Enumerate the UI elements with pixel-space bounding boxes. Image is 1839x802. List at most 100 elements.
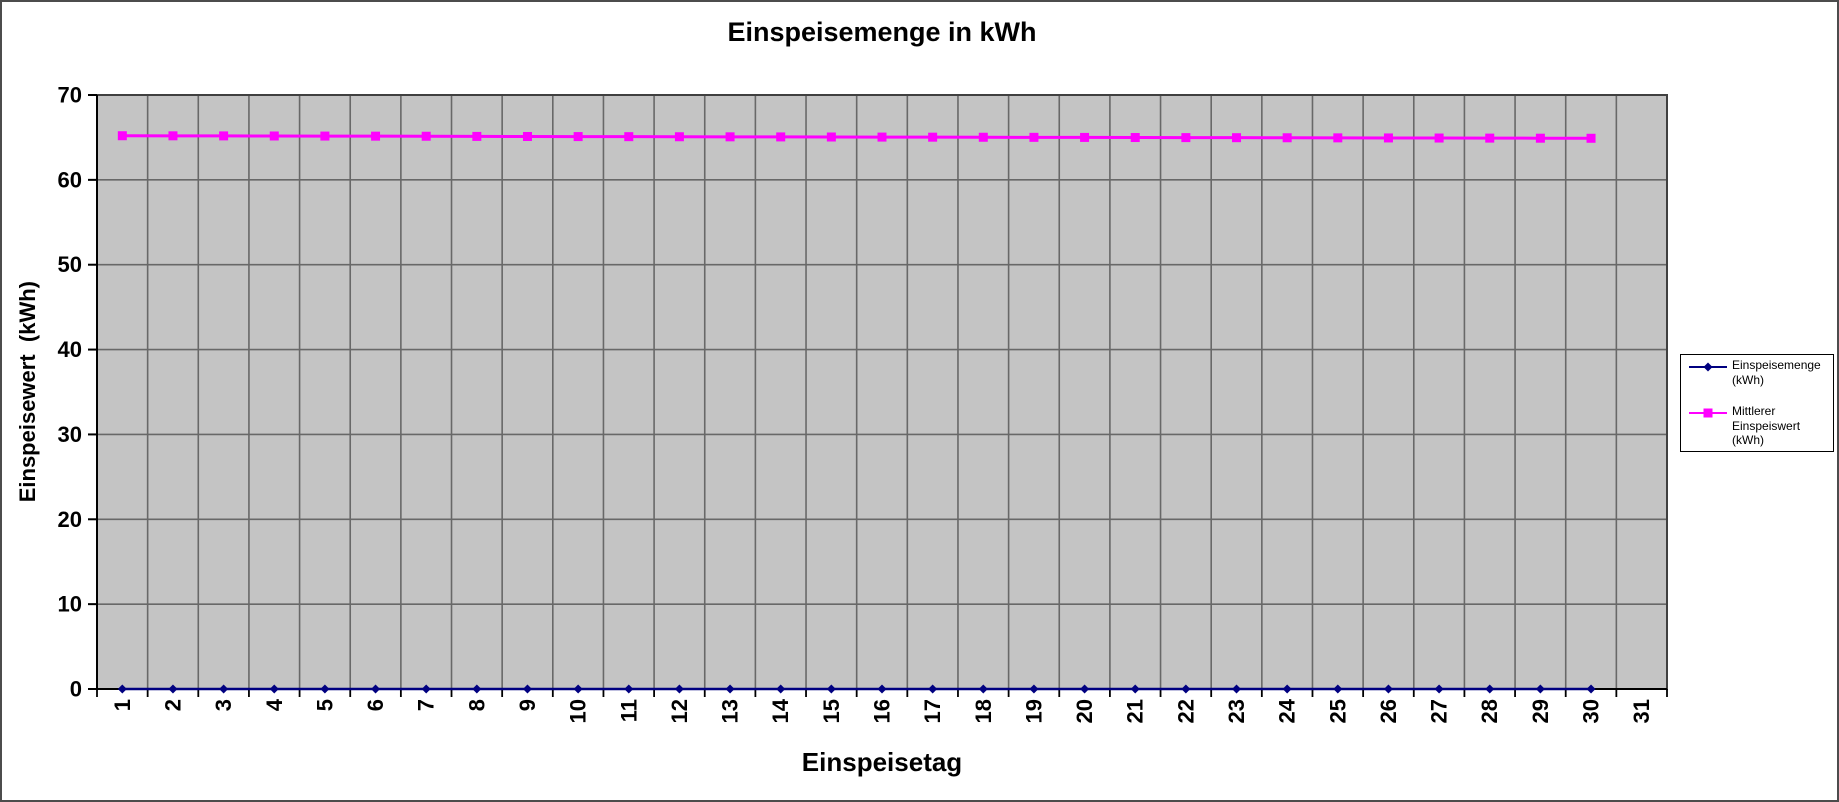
x-tick-label: 6 [363,699,388,711]
x-tick-label: 5 [312,699,337,711]
data-point-marker-square [421,131,431,141]
x-tick-label: 22 [1173,699,1198,723]
x-tick-label: 14 [768,698,793,723]
data-point-marker-diamond [776,684,786,694]
data-point-marker-diamond [928,684,938,694]
x-tick-label: 12 [667,699,692,723]
data-point-marker-square [624,132,634,142]
x-tick-label: 8 [464,699,489,711]
data-point-marker-square [371,131,381,141]
y-tick-label: 60 [58,167,82,192]
legend-item: Einspeisemenge (kWh) [1689,358,1829,387]
data-point-marker-diamond [1333,684,1343,694]
x-tick-label: 29 [1528,699,1553,723]
x-tick-label: 13 [718,699,743,723]
data-point-marker-square [1130,133,1140,143]
data-point-marker-square [168,131,178,141]
x-tick-label: 30 [1579,699,1604,723]
data-point-marker-square [219,131,229,141]
data-point-marker-diamond [826,684,836,694]
data-point-marker-diamond [117,684,127,694]
x-tick-label: 31 [1629,699,1654,723]
data-point-marker-square [1535,133,1545,143]
y-tick-label: 50 [58,252,82,277]
data-point-marker-square [573,132,583,142]
legend-swatch-diamond-icon [1689,362,1727,372]
data-point-marker-diamond [472,684,482,694]
x-tick-label: 9 [515,699,540,711]
data-point-marker-diamond [320,684,330,694]
x-tick-label: 2 [160,699,185,711]
data-point-marker-diamond [269,684,279,694]
data-point-marker-diamond [522,684,532,694]
legend-item: Mittlerer Einspeiswert (kWh) [1689,404,1829,448]
data-point-marker-diamond [674,684,684,694]
data-point-marker-square [1029,132,1039,142]
x-tick-label: 28 [1477,699,1502,723]
data-point-marker-square [472,131,482,141]
x-tick-label: 15 [819,699,844,723]
data-point-marker-square [1485,133,1495,143]
data-point-marker-diamond [725,684,735,694]
legend-label: Mittlerer Einspeiswert (kWh) [1732,404,1801,448]
data-point-marker-square [674,132,684,142]
data-point-marker-square [1282,133,1292,143]
data-point-marker-diamond [1535,684,1545,694]
series-line-1 [122,134,1592,140]
y-tick-label: 30 [58,422,82,447]
data-point-marker-diamond [1029,684,1039,694]
x-tick-label: 23 [1224,699,1249,723]
data-point-marker-diamond [573,684,583,694]
y-tick-label: 0 [70,677,82,702]
data-point-marker-square [320,131,330,141]
data-point-marker-square [1181,133,1191,143]
legend-label: Einspeisemenge (kWh) [1732,357,1821,387]
y-tick-label: 10 [58,592,82,617]
data-point-marker-diamond [1282,684,1292,694]
data-point-marker-diamond [877,684,887,694]
x-tick-label: 11 [616,699,641,722]
data-point-marker-diamond [1130,684,1140,694]
x-tick-label: 7 [414,699,439,711]
data-point-marker-diamond [1586,684,1596,694]
x-tick-label: 19 [1021,699,1046,723]
x-tick-label: 18 [971,699,996,723]
data-point-marker-square [1586,133,1596,143]
x-tick-label: 24 [1275,698,1300,723]
data-point-marker-square [877,132,887,142]
data-point-marker-square [522,131,532,141]
chart-legend: Einspeisemenge (kWh) Mittlerer Einspeiswe… [1680,354,1834,452]
data-point-marker-square [1333,133,1343,143]
data-point-marker-square [1080,132,1090,142]
data-point-marker-square [1232,133,1242,143]
x-tick-label: 1 [110,699,135,711]
data-point-marker-square [269,131,279,141]
x-tick-label: 16 [870,699,895,723]
data-point-marker-diamond [1485,684,1495,694]
x-tick-label: 17 [920,699,945,723]
data-point-marker-square [725,132,735,142]
y-tick-label: 20 [58,507,82,532]
data-point-marker-square [776,132,786,142]
data-point-marker-square [117,131,127,141]
data-point-marker-square [978,132,988,142]
data-point-marker-diamond [371,684,381,694]
x-tick-label: 27 [1427,699,1452,723]
plot-area [97,95,1667,689]
chart-title: Einspeisemenge in kWh [727,17,1037,47]
data-point-marker-square [826,132,836,142]
data-point-marker-diamond [624,684,634,694]
data-point-marker-diamond [1181,684,1191,694]
data-point-marker-diamond [1434,684,1444,694]
y-tick-label: 70 [58,83,82,108]
y-tick-label: 40 [58,337,82,362]
x-axis-title: Einspeisetag [801,747,963,777]
x-tick-label: 20 [1072,699,1097,723]
data-point-marker-square [1434,133,1444,143]
data-point-marker-square [1383,133,1393,143]
x-tick-label: 25 [1325,699,1350,723]
x-tick-label: 26 [1376,699,1401,723]
data-point-marker-diamond [421,684,431,694]
